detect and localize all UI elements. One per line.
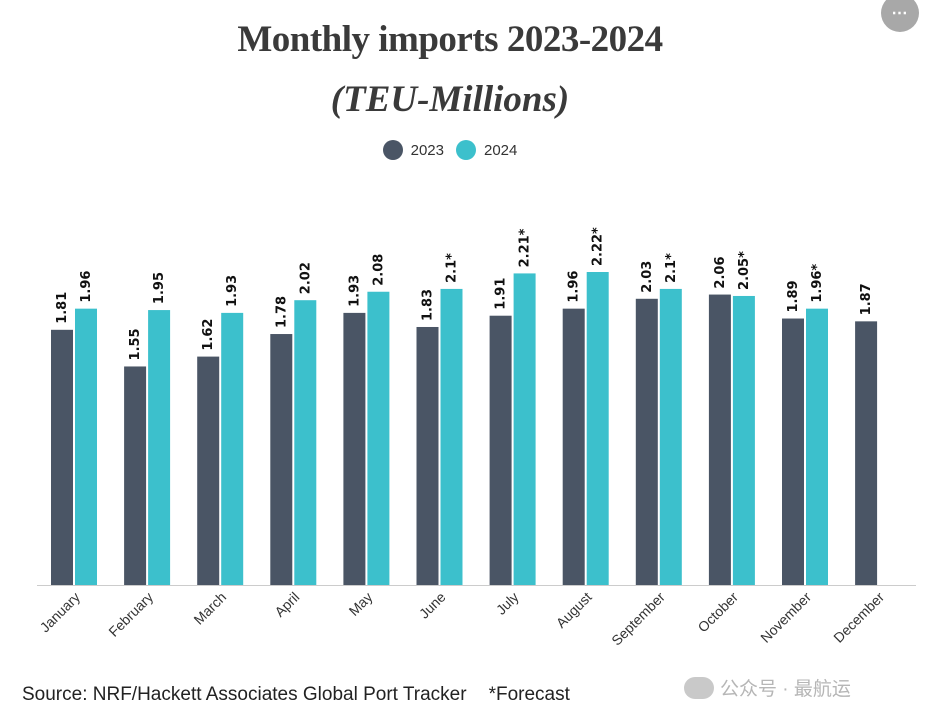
bar-2024-may [367,291,390,585]
x-tick-label-may: May [346,589,376,619]
data-label-2024-may: 2.08 [371,254,386,286]
x-tick-label-november: November [757,589,814,646]
bar-2023-june [416,326,439,585]
bar-2023-october [708,294,731,585]
data-label-2024-april: 2.02 [298,262,313,294]
x-tick-label-december: December [830,589,887,646]
data-label-2024-july: 2.21* [518,228,533,267]
data-label-2023-february: 1.55 [128,328,143,360]
data-label-2023-june: 1.83 [421,289,436,321]
data-label-2023-march: 1.62 [201,319,216,351]
data-label-2023-january: 1.81 [55,292,70,324]
bar-2024-september [659,288,682,585]
watermark-text: 公众号 · 最航运 [720,679,851,700]
chart-title: Monthly imports 2023-2024 [237,19,663,60]
forecast-note: *Forecast [488,684,570,705]
data-label-2024-august: 2.22* [591,227,606,266]
data-label-2023-july: 1.91 [494,278,509,310]
bar-2023-september [635,298,658,585]
legend-item-2024: 2024 [456,140,517,160]
x-tick-label-february: February [105,589,156,640]
bar-2023-july [489,315,512,585]
bar-2023-april [270,334,293,585]
bar-2023-may [343,312,366,585]
bar-2023-march [197,356,220,585]
x-tick-label-july: July [493,589,522,618]
legend-label-2023: 2023 [410,141,444,159]
watermark: 公众号 · 最航运 [684,674,851,701]
bar-2024-january [75,308,97,585]
data-label-2024-november: 1.96* [810,264,825,303]
x-tick-label-march: March [190,589,229,628]
data-label-2024-june: 2.1* [445,253,460,283]
data-label-2024-september: 2.1* [664,253,679,283]
bar-2024-february [148,310,171,585]
chart-subtitle: (TEU-Millions) [330,79,570,120]
source-note: Source: NRF/Hackett Associates Global Po… [22,684,467,705]
wechat-icon [684,676,714,699]
bar-2023-february [124,366,147,585]
bar-2024-august [586,272,609,585]
x-tick-label-august: August [553,589,595,631]
bar-2023-january [51,329,73,585]
chart-legend: 2023 2024 [0,140,900,160]
data-label-2023-december: 1.87 [859,283,874,315]
x-tick-label-january: January [37,589,84,636]
bar-chart: 1.81 1.96 January 1.55 1.95 February 1.62 1.93 M… [37,227,916,649]
data-label-2024-october: 2.05* [737,251,752,290]
legend-swatch-2024 [456,140,476,160]
data-label-2024-march: 1.93 [225,275,240,307]
data-label-2023-april: 1.78 [274,296,289,328]
legend-label-2024: 2024 [484,141,518,159]
data-label-2023-september: 2.03 [640,261,655,293]
bar-2023-december [855,321,878,585]
data-label-2023-may: 1.93 [347,275,362,307]
chart-footer: Source: NRF/Hackett Associates Global Po… [22,684,570,706]
bar-2024-march [221,312,244,585]
x-tick-label-june: June [416,589,449,622]
data-label-2023-august: 1.96 [567,271,582,303]
bar-2024-october [732,295,755,585]
x-tick-label-september: September [608,589,668,649]
bar-2023-august [562,308,585,585]
bar-2024-november [806,308,828,585]
legend-item-2023: 2023 [382,140,444,160]
data-label-2024-january: 1.96 [79,271,94,303]
bar-2024-june [440,288,463,585]
legend-swatch-2023 [382,140,403,160]
data-label-2023-november: 1.89 [786,280,801,312]
bar-2024-april [294,300,317,585]
bar-2024-july [513,273,536,585]
more-options-button[interactable]: ⋯ [881,0,919,32]
x-tick-label-april: April [271,589,302,620]
bar-2023-november [782,318,804,585]
data-label-2024-february: 1.95 [152,272,167,304]
data-label-2023-october: 2.06 [713,256,728,288]
x-tick-label-october: October [694,589,741,636]
